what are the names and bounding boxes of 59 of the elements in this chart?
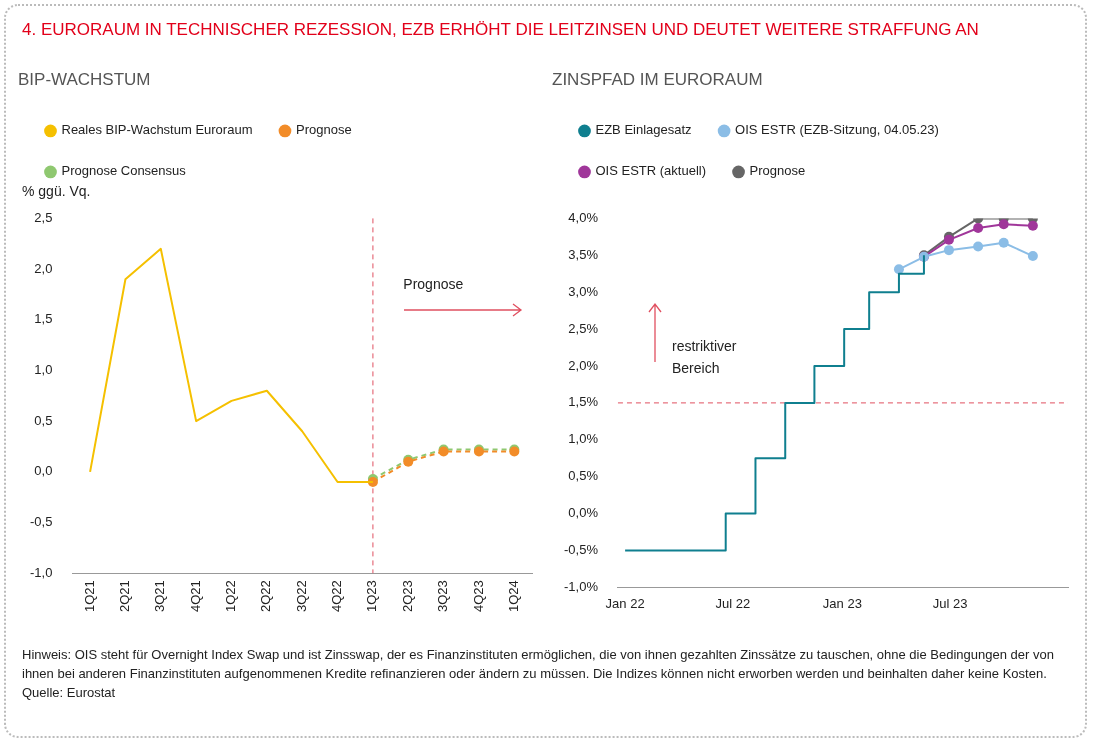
x-tick-label: 1Q23 bbox=[364, 580, 380, 613]
point bbox=[998, 219, 1009, 230]
y-tick-label: -1,0 bbox=[29, 564, 53, 580]
y-tick-label: 1,5 bbox=[34, 311, 53, 327]
x-tick-label: 1Q21 bbox=[81, 580, 97, 613]
x-tick-label: 4Q21 bbox=[187, 580, 203, 613]
legend-label: OIS ESTR (EZB-Sitzung, 04.05.23) bbox=[735, 122, 939, 138]
legend-label: Prognose Consensus bbox=[61, 163, 187, 179]
y-tick-label: 2,0% bbox=[568, 357, 599, 373]
chart-title: 4. EURORAUM IN TECHNISCHER REZESSION, EZB ERHÖHT DIE LEITZINSEN UND DEUTET WEITERE STRAFFUNG AN bbox=[22, 20, 979, 40]
legend-label: OIS ESTR (aktuell) bbox=[595, 163, 707, 179]
point bbox=[998, 237, 1009, 248]
x-tick-label: 2Q22 bbox=[258, 580, 274, 613]
y-tick-label: 2,5% bbox=[568, 320, 599, 336]
annotation: Prognose bbox=[403, 276, 464, 293]
y-tick-label: 4,0% bbox=[568, 209, 599, 225]
x-tick-label: 3Q22 bbox=[293, 580, 309, 613]
y-tick-label: 3,0% bbox=[568, 283, 599, 299]
point bbox=[973, 222, 984, 233]
x-tick-label: Jul 23 bbox=[932, 595, 968, 611]
x-tick-label: 3Q23 bbox=[435, 580, 451, 613]
x-tick-label: 2Q21 bbox=[117, 580, 133, 613]
x-tick-label: Jan 22 bbox=[605, 595, 645, 611]
point bbox=[893, 264, 904, 275]
y-tick-label: 3,5% bbox=[568, 246, 599, 262]
y-tick-label: -0,5 bbox=[29, 514, 53, 530]
x-tick-label: 1Q24 bbox=[505, 580, 521, 613]
x-tick-label: Jul 22 bbox=[715, 595, 751, 611]
y-tick-label: -0,5% bbox=[563, 542, 599, 558]
point bbox=[973, 241, 984, 252]
x-tick-label: 4Q22 bbox=[329, 580, 345, 613]
y-tick-label: 0,5% bbox=[568, 468, 599, 484]
text: Hinweis: OIS steht für Overnight Index Swap und ist Zinsswap, der es Finanzinstituten ermöglichen, die von ihnen gezahlten Zinssätze zu tauschen, ohne die Bedingungen der von ihnen bei anderen Finanzinstituten aufgenommenen Kredite refinanzieren oder ändern zu müssen. Die Indizes können nicht erworben werden und beinhalten daher keine Kosten. bbox=[22, 646, 1055, 683]
x-tick-label: Jan 23 bbox=[822, 595, 862, 611]
legend-label: Prognose bbox=[749, 163, 806, 179]
x-tick-label: 3Q21 bbox=[152, 580, 168, 613]
x-tick-label: 1Q22 bbox=[223, 580, 239, 613]
chart-subtitle: BIP-WACHSTUM bbox=[18, 69, 151, 89]
y-tick-label: 1,5% bbox=[568, 394, 599, 410]
point bbox=[1027, 220, 1038, 231]
legend-label: Prognose bbox=[295, 122, 352, 138]
source-note: Quelle: Eurostat bbox=[22, 684, 117, 702]
y-tick-label: 2,5 bbox=[34, 209, 53, 225]
y-axis-title: % ggü. Vq. bbox=[22, 183, 91, 200]
y-tick-label: 1,0 bbox=[34, 362, 53, 378]
y-tick-label: 0,5 bbox=[34, 412, 53, 428]
x-tick-label: 2Q23 bbox=[399, 580, 415, 613]
point bbox=[1027, 251, 1038, 262]
y-tick-label: 0,0 bbox=[34, 463, 53, 479]
legend-label: Reales BIP-Wachstum Euroraum bbox=[61, 122, 253, 138]
y-tick-label: 0,0% bbox=[568, 505, 599, 521]
legend-label: EZB Einlagesatz bbox=[595, 122, 692, 138]
y-tick-label: -1,0% bbox=[563, 578, 599, 594]
annotation: restriktiver Bereich bbox=[671, 338, 737, 377]
chart-title: ZINSPFAD IM EURORAUM bbox=[552, 69, 763, 89]
y-tick-label: 2,0 bbox=[34, 260, 53, 276]
point bbox=[943, 245, 954, 256]
x-tick-label: 4Q23 bbox=[470, 580, 486, 613]
y-tick-label: 1,0% bbox=[568, 431, 599, 447]
